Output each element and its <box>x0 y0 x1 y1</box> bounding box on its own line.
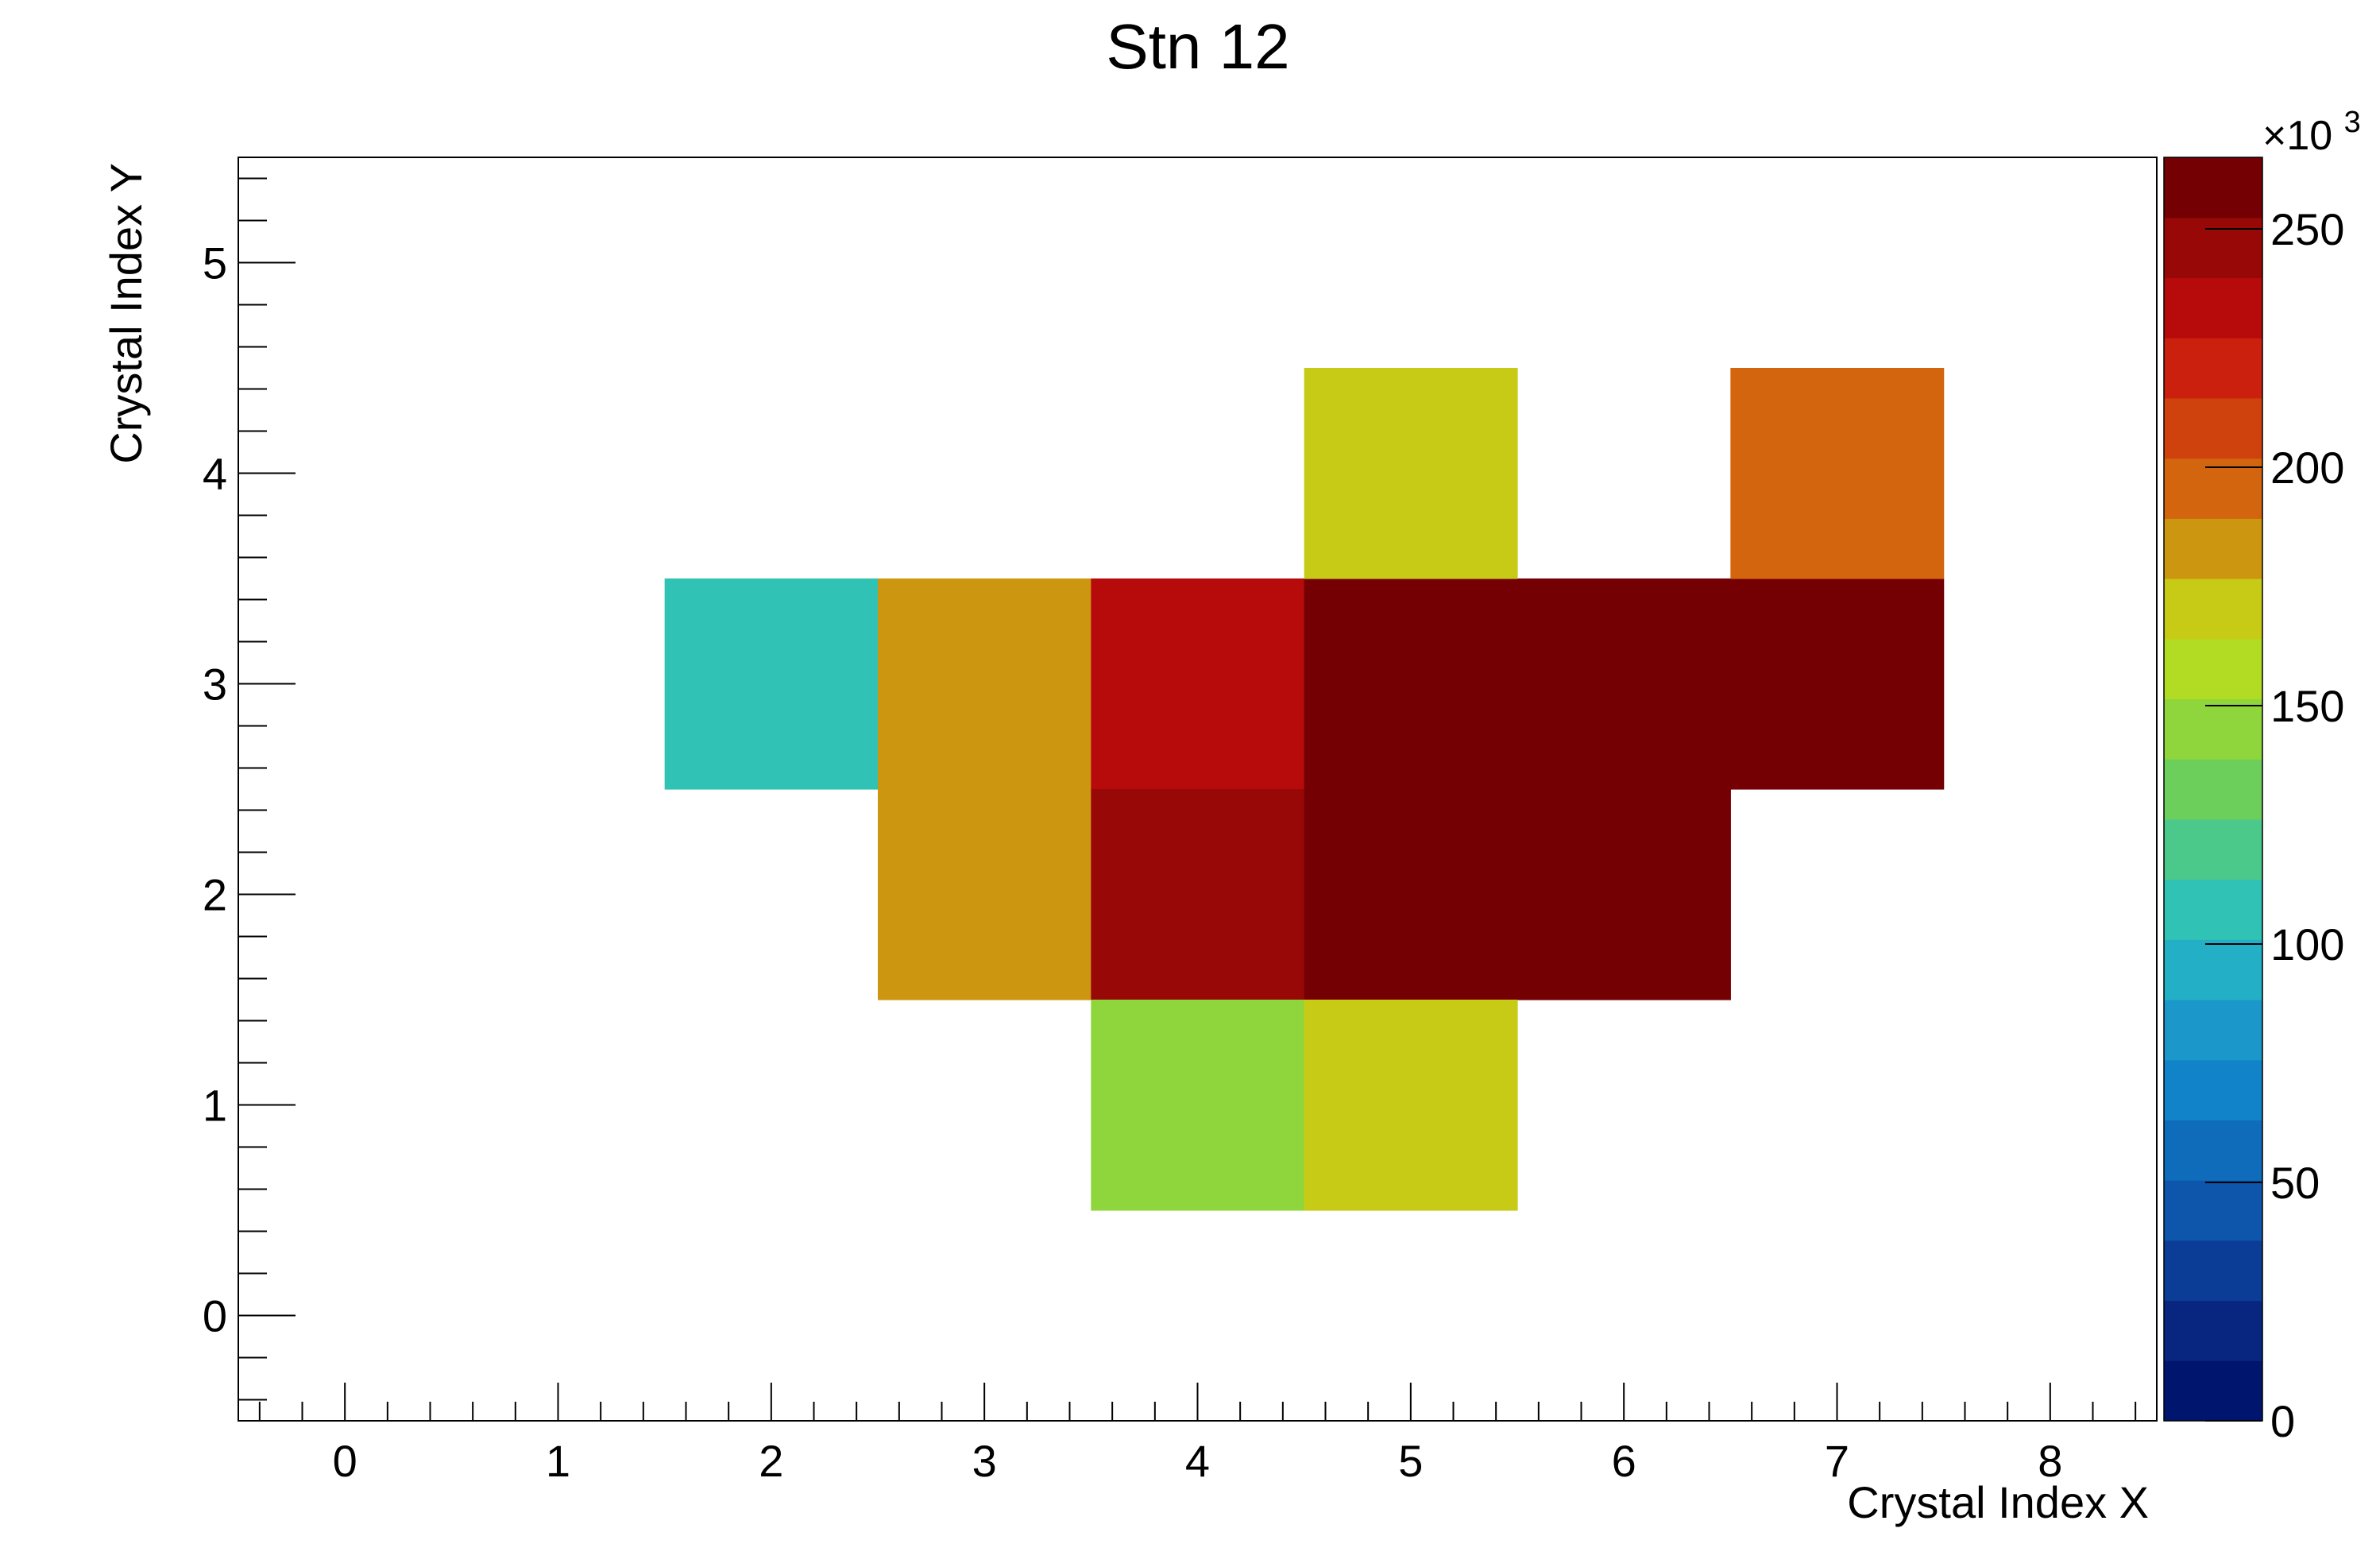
heatmap-cell <box>1730 368 1945 579</box>
color-scale-bar <box>2163 157 2263 1422</box>
color-scale-band <box>2164 1240 2262 1302</box>
x-tick-label: 0 <box>333 1436 357 1486</box>
color-scale-band <box>2164 518 2262 579</box>
color-scale-band <box>2164 1360 2262 1422</box>
heatmap-cell <box>1091 789 1305 1000</box>
x-tick-label: 8 <box>2038 1436 2062 1486</box>
heatmap-cell <box>1304 1000 1518 1211</box>
y-axis: 0 1 2 3 4 5 <box>203 177 296 1401</box>
heatmap-cell <box>664 578 879 790</box>
color-scale-tick-label: 100 <box>2270 919 2344 969</box>
color-scale-band <box>2164 818 2262 880</box>
color-scale-band <box>2164 698 2262 760</box>
heatmap-cell <box>1304 789 1518 1000</box>
x-tick-label: 7 <box>1825 1436 1849 1486</box>
color-scale-band <box>2164 277 2262 339</box>
y-tick-label: 3 <box>203 660 227 710</box>
heatmap-cell <box>1730 578 1945 790</box>
color-scale-band <box>2164 157 2262 219</box>
heatmap-cells <box>664 368 1945 1211</box>
color-scale-band <box>2164 338 2262 399</box>
x-axis-label: Crystal Index X <box>1847 1477 2149 1527</box>
color-scale-band <box>2164 458 2262 519</box>
color-scale-band <box>2164 759 2262 820</box>
y-axis-label: Crystal Index Y <box>101 163 151 464</box>
chart-title: Stn 12 <box>1106 11 1289 82</box>
x-tick-label: 2 <box>759 1436 783 1486</box>
x-tick-label: 3 <box>972 1436 997 1486</box>
color-scale-band <box>2164 1120 2262 1181</box>
color-scale-tick-label: 200 <box>2270 443 2344 493</box>
y-tick-label: 5 <box>203 238 227 288</box>
y-tick-label: 2 <box>203 870 227 920</box>
heatmap-cell <box>1304 368 1518 579</box>
heatmap-cell <box>1304 578 1518 790</box>
color-scale-band <box>2164 1300 2262 1361</box>
x-tick-label: 5 <box>1398 1436 1423 1486</box>
color-scale-band <box>2164 1000 2262 1061</box>
color-scale-exponent: ×10 3 <box>2262 106 2361 159</box>
color-scale-band <box>2164 939 2262 1000</box>
color-scale-band <box>2164 578 2262 640</box>
heatmap-cell <box>1517 789 1731 1000</box>
color-scale-band <box>2164 879 2262 940</box>
color-scale-band <box>2164 1059 2262 1121</box>
heatmap-cell <box>1091 578 1305 790</box>
color-scale-exponent-power: 3 <box>2344 106 2361 139</box>
heatmap-cell <box>878 578 1091 790</box>
y-tick-label: 4 <box>203 449 227 499</box>
color-scale-band <box>2164 397 2262 459</box>
color-scale-tick-label: 0 <box>2270 1396 2295 1446</box>
heatmap-cell <box>1091 1000 1305 1211</box>
x-tick-label: 1 <box>546 1436 570 1486</box>
color-scale-axis: 0 50 100 150 200 250 <box>2205 204 2344 1446</box>
color-scale-band <box>2164 217 2262 279</box>
color-scale-tick-label: 150 <box>2270 681 2344 731</box>
color-scale-band <box>2164 1180 2262 1241</box>
x-tick-label: 4 <box>1185 1436 1210 1486</box>
x-axis: 0 1 2 3 4 5 6 7 8 <box>258 1383 2137 1486</box>
heatmap-cell <box>1517 578 1731 790</box>
heatmap-cell <box>878 789 1091 1000</box>
y-tick-label: 1 <box>203 1081 227 1131</box>
color-scale-tick-label: 250 <box>2270 204 2344 254</box>
color-scale-exponent-base: ×10 <box>2262 113 2332 159</box>
color-scale-band <box>2164 638 2262 700</box>
y-tick-label: 0 <box>203 1291 227 1341</box>
x-tick-label: 6 <box>1612 1436 1636 1486</box>
color-scale-tick-label: 50 <box>2270 1158 2320 1208</box>
